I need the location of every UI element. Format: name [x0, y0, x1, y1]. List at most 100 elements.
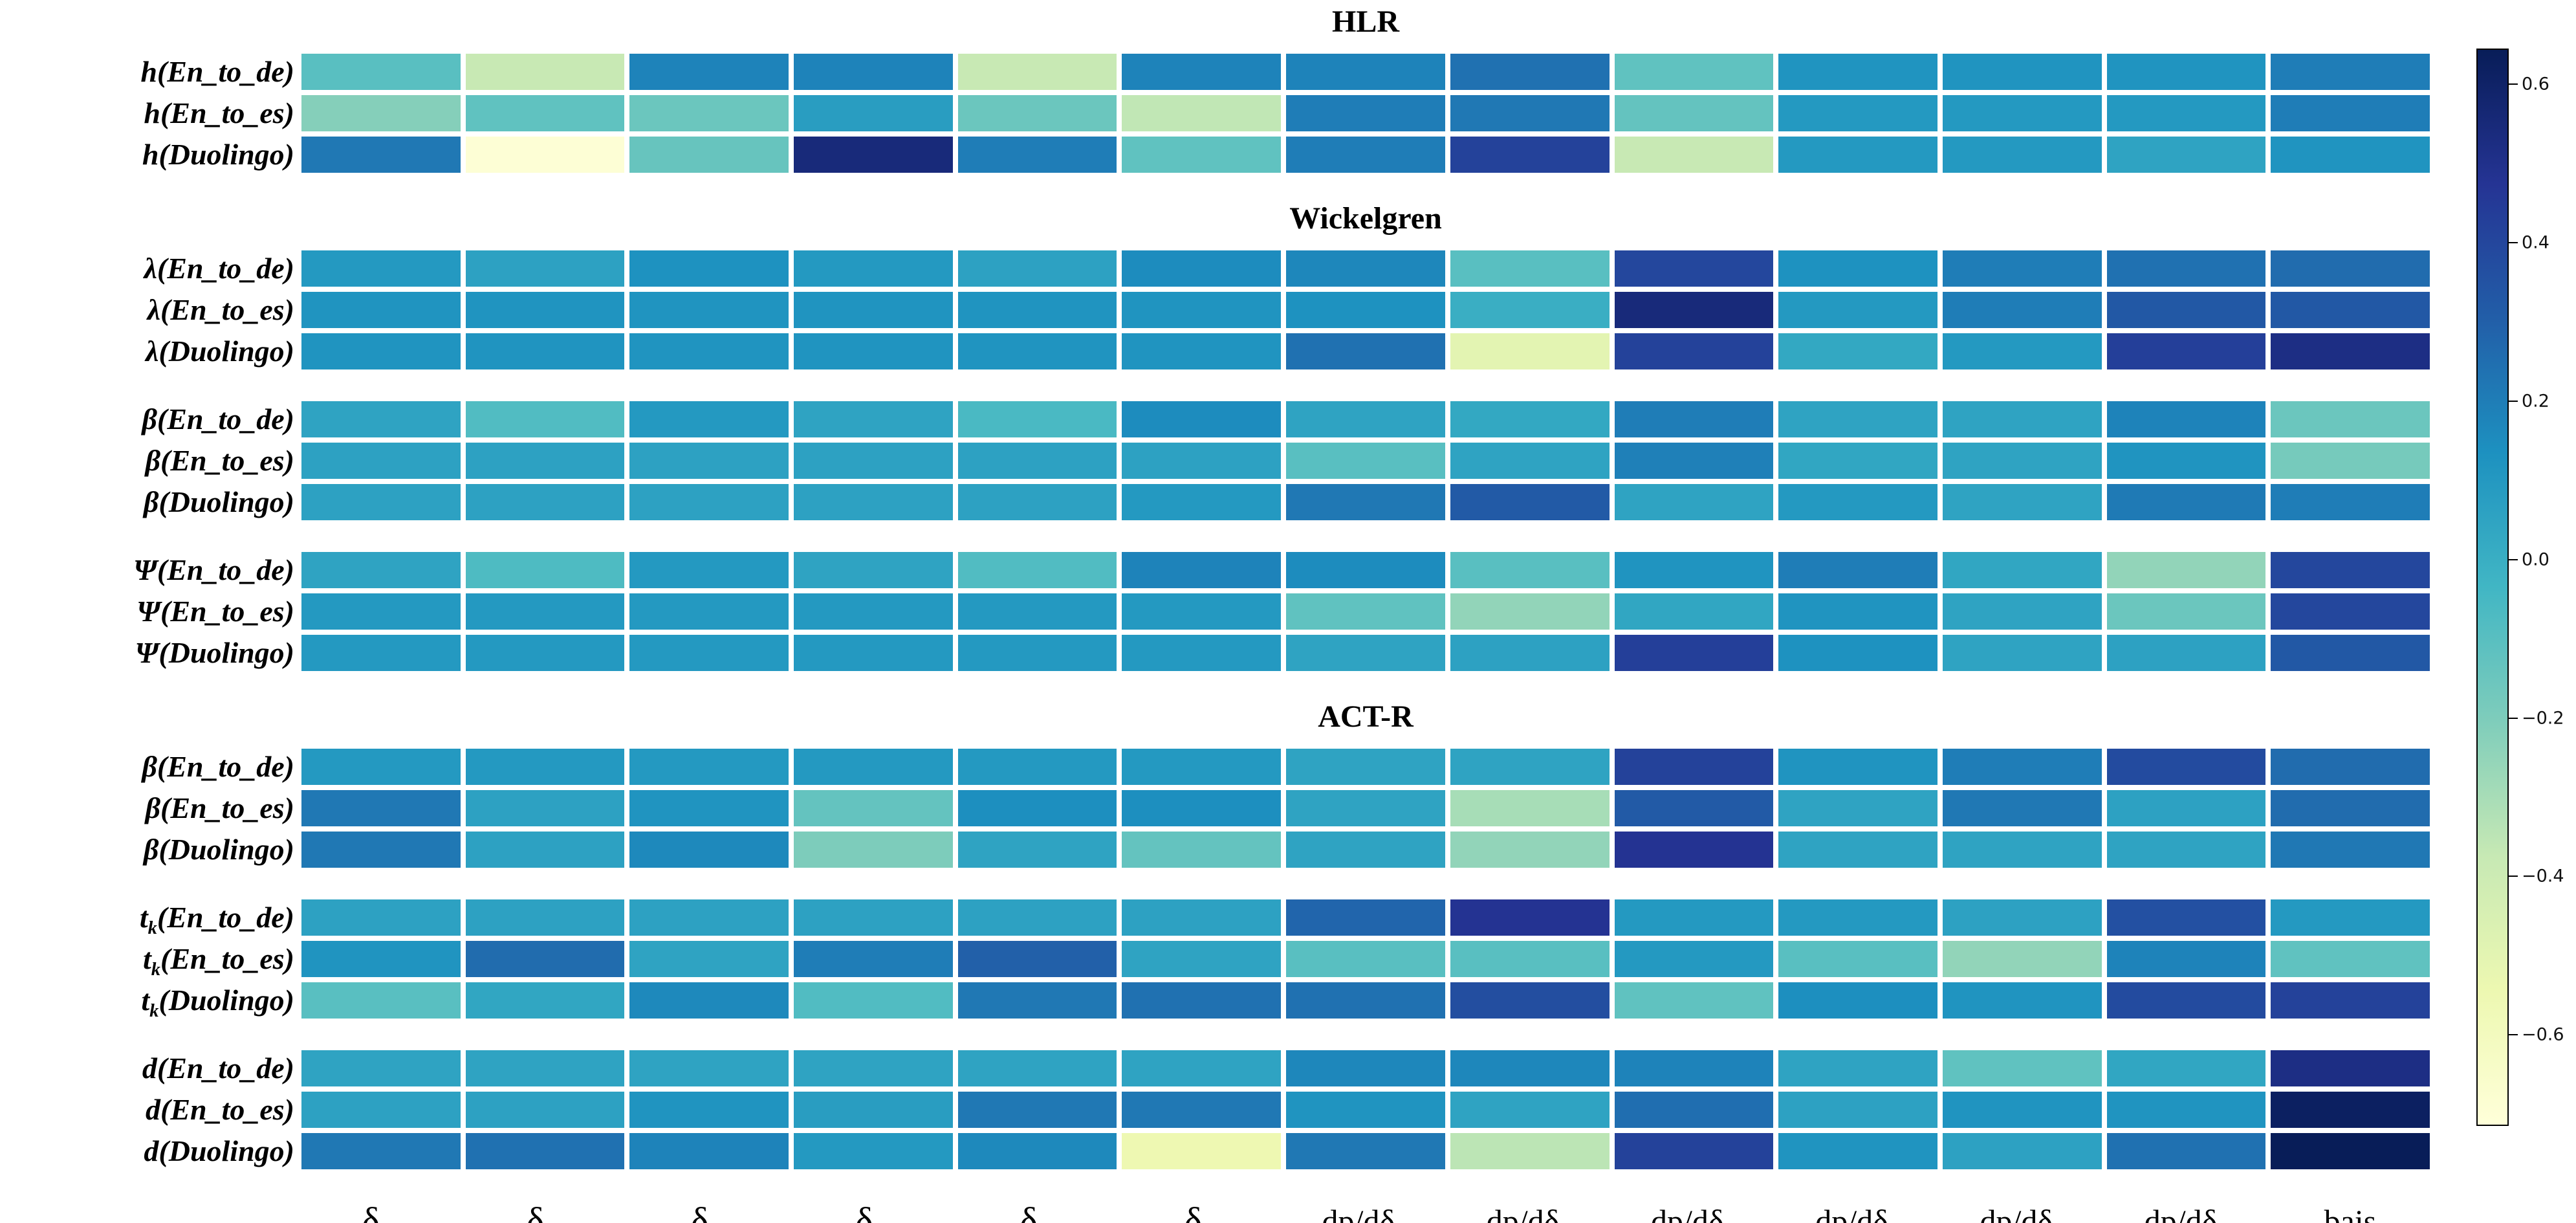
heatmap-cell — [1611, 248, 1776, 289]
heatmap-row-cells — [299, 591, 2432, 632]
heatmap-cell — [1283, 1048, 1448, 1089]
heatmap-row: d(Duolingo) — [0, 1130, 2432, 1172]
heatmap-row-cells — [299, 248, 2432, 289]
heatmap-cell — [1611, 481, 1776, 523]
heatmap-cell — [791, 440, 955, 481]
row-label: tk(En_to_de) — [139, 901, 294, 939]
heatmap-cell — [1611, 134, 1776, 175]
heatmap-cell — [2104, 134, 2269, 175]
heatmap-cell — [1119, 248, 1284, 289]
row-label: tk(En_to_es) — [142, 942, 294, 980]
heatmap-cell — [1283, 248, 1448, 289]
heatmap-cell — [463, 591, 628, 632]
heatmap-cell — [1939, 938, 2104, 980]
heatmap-cell — [1776, 788, 1940, 829]
heatmap-cell — [1611, 440, 1776, 481]
heatmap-cell — [2268, 93, 2432, 134]
heatmap-cell — [791, 788, 955, 829]
heatmap-row-cells — [299, 399, 2432, 440]
heatmap-cell — [2104, 399, 2269, 440]
heatmap-cell — [955, 549, 1120, 591]
heatmap-cell — [791, 746, 955, 788]
heatmap-cell — [955, 591, 1120, 632]
heatmap-cell — [299, 134, 463, 175]
heatmap-cell — [299, 788, 463, 829]
row-label: h(En_to_es) — [144, 96, 294, 129]
row-label: β(Duolingo) — [143, 833, 294, 866]
heatmap-cell — [1776, 897, 1940, 938]
heatmap-cell — [955, 399, 1120, 440]
heatmap-cell — [2268, 331, 2432, 372]
heatmap-cell — [1776, 829, 1940, 870]
heatmap-row-cells — [299, 51, 2432, 93]
heatmap-cell — [1119, 980, 1284, 1021]
heatmap-cell — [1447, 746, 1612, 788]
heatmap-cell — [1611, 331, 1776, 372]
heatmap-cell — [791, 93, 955, 134]
heatmap-row: Ψ(Duolingo) — [0, 632, 2432, 674]
heatmap-cell — [791, 289, 955, 331]
heatmap-cell — [1776, 481, 1940, 523]
heatmap-row: β(En_to_de) — [0, 399, 2432, 440]
heatmap-cell — [1611, 93, 1776, 134]
colorbar-tick — [2509, 717, 2518, 719]
heatmap-cell — [955, 93, 1120, 134]
heatmap-cell — [1119, 399, 1284, 440]
heatmap-cell — [463, 788, 628, 829]
x-axis-spacer — [0, 1198, 294, 1223]
heatmap-cell — [627, 248, 792, 289]
heatmap-cell — [1283, 289, 1448, 331]
heatmap-cell — [1447, 1048, 1612, 1089]
heatmap-group: tk(En_to_de) tk(En_to_es) tk(Duolingo) — [0, 897, 2432, 1021]
heatmap-cell — [1939, 399, 2104, 440]
heatmap-cell — [1939, 897, 2104, 938]
heatmap-cell — [463, 134, 628, 175]
heatmap-cell — [1939, 980, 2104, 1021]
heatmap-cell — [1611, 980, 1776, 1021]
heatmap-cell — [627, 1048, 792, 1089]
heatmap-cell — [955, 289, 1120, 331]
heatmap-cell — [2104, 440, 2269, 481]
heatmap-row: Ψ(En_to_de) — [0, 549, 2432, 591]
heatmap-cell — [955, 829, 1120, 870]
heatmap-cell — [2104, 481, 2269, 523]
heatmap-cell — [463, 980, 628, 1021]
heatmap-cell — [463, 331, 628, 372]
heatmap-cell — [1119, 51, 1284, 93]
heatmap-cell — [463, 746, 628, 788]
heatmap-cell — [2104, 897, 2269, 938]
heatmap-cell — [1939, 481, 2104, 523]
heatmap-cell — [1447, 440, 1612, 481]
heatmap-cell — [2104, 1130, 2269, 1172]
heatmap-cell — [955, 1048, 1120, 1089]
heatmap-row: β(En_to_es) — [0, 788, 2432, 829]
heatmap-cell — [955, 134, 1120, 175]
colorbar-tick — [2509, 400, 2518, 402]
heatmap-cell — [2268, 938, 2432, 980]
heatmap-cell — [1611, 897, 1776, 938]
heatmap-group: h(En_to_de) h(En_to_es) h(Duolingo) — [0, 51, 2432, 175]
heatmap-group: β(En_to_de) β(En_to_es) β(Duolingo) — [0, 746, 2432, 870]
colorbar-tick-label: −0.2 — [2522, 708, 2564, 728]
heatmap-cell — [1283, 134, 1448, 175]
heatmap-cell — [463, 1130, 628, 1172]
heatmap-cell — [1283, 591, 1448, 632]
heatmap-cell — [1776, 248, 1940, 289]
heatmap-cell — [1939, 1089, 2104, 1130]
heatmap-cell — [955, 632, 1120, 674]
heatmap-cell — [1119, 632, 1284, 674]
heatmap-cell — [1447, 788, 1612, 829]
row-label: β(En_to_es) — [145, 444, 294, 477]
heatmap-cell — [2104, 51, 2269, 93]
heatmap-cell — [2268, 746, 2432, 788]
heatmap-cell — [627, 549, 792, 591]
heatmap-cell — [627, 829, 792, 870]
heatmap-cell — [1611, 1130, 1776, 1172]
heatmap-cell — [955, 897, 1120, 938]
heatmap-cell — [1611, 591, 1776, 632]
heatmap-row-cells — [299, 549, 2432, 591]
heatmap-cell — [299, 440, 463, 481]
heatmap-cell — [955, 1089, 1120, 1130]
heatmap-row: λ(Duolingo) — [0, 331, 2432, 372]
heatmap-cell — [955, 746, 1120, 788]
